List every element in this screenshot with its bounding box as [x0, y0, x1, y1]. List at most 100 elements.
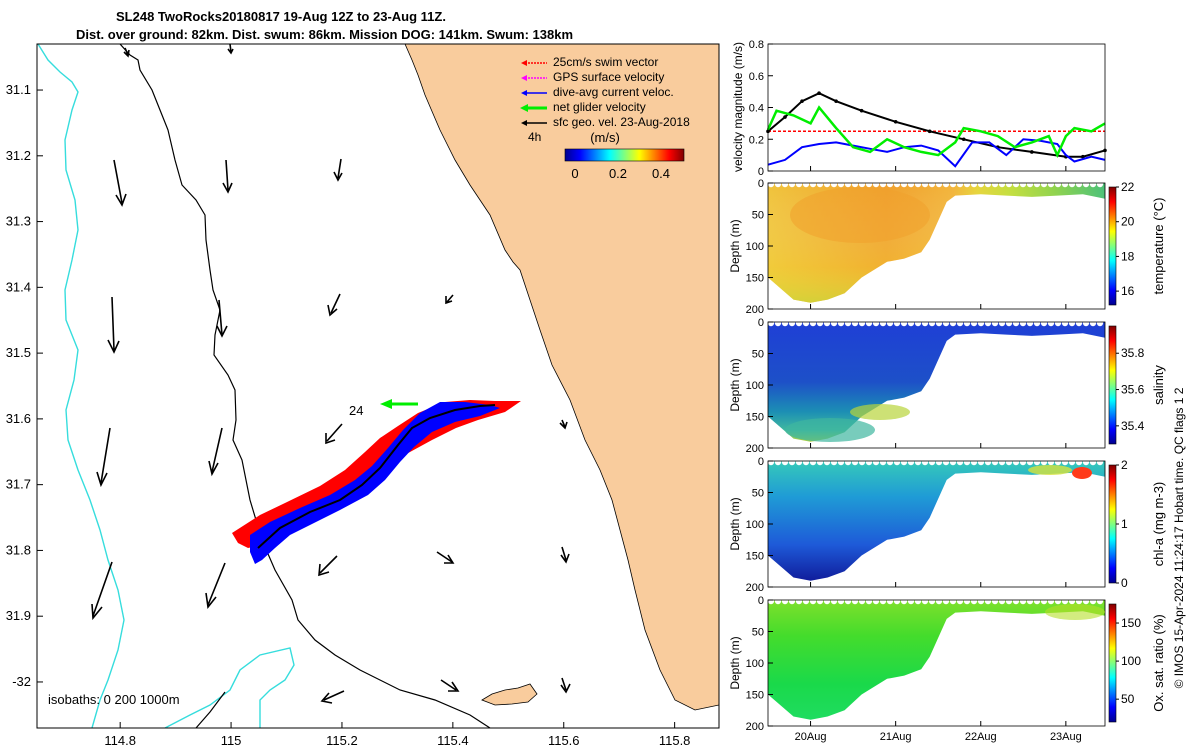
- section-top-scallop: [1075, 319, 1083, 327]
- map-legend: 25cm/s swim vector GPS surface velocity …: [520, 55, 690, 145]
- section-top-scallop: [1019, 319, 1027, 327]
- section-top-scallop: [886, 458, 894, 466]
- section-top-scallop: [844, 319, 852, 327]
- section-top-scallop: [935, 597, 943, 605]
- section-top-scallop: [1054, 458, 1062, 466]
- section-top-scallop: [858, 180, 866, 188]
- section-colorbar-tick-label: 100: [1121, 654, 1141, 668]
- section-top-scallop: [1096, 597, 1104, 605]
- section-top-scallop: [893, 458, 901, 466]
- section-top-scallop: [1068, 458, 1076, 466]
- section-top-scallop: [914, 180, 922, 188]
- section-y-tick-label: 150: [746, 690, 764, 702]
- section-ylabel: Depth (m): [728, 636, 742, 689]
- section-x-tick-label: 21Aug: [880, 731, 912, 743]
- section-top-scallop: [788, 597, 796, 605]
- section-top-scallop: [1033, 180, 1041, 188]
- section-top-scallop: [893, 597, 901, 605]
- land-mass: [404, 44, 719, 711]
- map-y-tick-label: 31.1: [6, 82, 31, 97]
- section-top-scallop: [1012, 597, 1020, 605]
- legend-dive-avg-current: dive-avg current veloc.: [553, 85, 674, 99]
- section-top-scallop: [837, 597, 845, 605]
- section-top-scallop: [970, 319, 978, 327]
- section-top-scallop: [1082, 597, 1090, 605]
- section-top-scallop: [1068, 597, 1076, 605]
- section-y-tick-label: 100: [746, 380, 764, 392]
- section-top-scallop: [837, 180, 845, 188]
- section-top-scallop: [809, 319, 817, 327]
- section-top-scallop: [886, 180, 894, 188]
- section-colorbar-tick-label: 50: [1121, 692, 1135, 706]
- map-x-tick-label: 115: [221, 733, 242, 748]
- section-top-scallop: [1075, 458, 1083, 466]
- map-y-tick-label: 31.7: [6, 477, 31, 492]
- section-y-tick-label: 200: [746, 304, 764, 316]
- section-top-scallop: [1040, 597, 1048, 605]
- section-top-scallop: [942, 597, 950, 605]
- section-top-scallop: [984, 597, 992, 605]
- section-y-tick-label: 200: [746, 443, 764, 455]
- sfc-geo-velocity-arrows: [91, 44, 571, 704]
- section-top-scallop: [928, 319, 936, 327]
- map-frame: [36, 43, 720, 729]
- map-y-tick-label: 31.2: [6, 148, 31, 163]
- section-colorbar: [1108, 464, 1117, 584]
- section-colorbar-tick-label: 35.4: [1121, 419, 1145, 433]
- figure-title-line1: SL248 TwoRocks20180817 19-Aug 12Z to 23-…: [116, 9, 446, 24]
- section-top-scallop: [1089, 458, 1097, 466]
- section-y-tick-label: 50: [752, 349, 764, 361]
- section-top-scallop: [1075, 597, 1083, 605]
- section-y-tick-label: 100: [746, 658, 764, 670]
- section-top-scallop: [1075, 180, 1083, 188]
- section-colorbar-tick-label: 0: [1121, 576, 1128, 590]
- section-top-scallop: [1089, 180, 1097, 188]
- section-top-scallop: [1012, 458, 1020, 466]
- section-top-scallop: [844, 458, 852, 466]
- section-top-scallop: [1047, 180, 1055, 188]
- velocity-series-net-glider-velocity: [766, 105, 1106, 159]
- section-top-scallop: [858, 597, 866, 605]
- section-colorbar-tick-label: 150: [1121, 616, 1141, 630]
- section-top-scallop: [774, 180, 782, 188]
- section-top-scallop: [970, 597, 978, 605]
- chlorophyll-surface-patch: [1028, 465, 1072, 475]
- section-top-scallop: [823, 319, 831, 327]
- map-colorbar-tick: 0: [571, 166, 578, 181]
- section-top-scallop: [1082, 180, 1090, 188]
- section-top-scallop: [858, 319, 866, 327]
- map-colorbar: 0 0.2 0.4: [564, 148, 685, 181]
- section-top-scallop: [1089, 319, 1097, 327]
- map-y-tick-label: 31.6: [6, 411, 31, 426]
- velocity-point: [783, 115, 787, 119]
- section-ylabel: Depth (m): [728, 219, 742, 272]
- section-top-scallop: [963, 180, 971, 188]
- section-top-scallop: [942, 319, 950, 327]
- section-top-scallop: [837, 458, 845, 466]
- velocity-point: [1030, 150, 1034, 154]
- section-top-scallop: [781, 180, 789, 188]
- section-top-scallop: [1068, 319, 1076, 327]
- oxygen-surface-patch: [1045, 604, 1105, 620]
- section-top-scallop: [767, 597, 775, 605]
- velocity-point: [817, 91, 821, 96]
- section-top-scallop: [802, 319, 810, 327]
- legend-scale-label: 4h: [528, 130, 541, 144]
- section-colorbar: [1108, 325, 1117, 445]
- section-top-scallop: [830, 319, 838, 327]
- section-top-scallop: [774, 458, 782, 466]
- section-top-scallop: [1005, 597, 1013, 605]
- section-y-tick-label: 0: [758, 317, 764, 329]
- section-top-scallop: [1082, 458, 1090, 466]
- section-top-scallop: [886, 597, 894, 605]
- velocity-y-tick-label: 0.2: [749, 134, 764, 146]
- section-top-scallop: [851, 180, 859, 188]
- velocity-y-tick-label: 0.6: [749, 71, 764, 83]
- map-y-tick-label: 31.9: [6, 608, 31, 623]
- section-top-scallop: [1005, 458, 1013, 466]
- section-top-scallop: [900, 180, 908, 188]
- velocity-ylabel: velocity magnitude (m/s): [731, 42, 745, 172]
- section-top-scallop: [830, 180, 838, 188]
- section-top-scallop: [907, 319, 915, 327]
